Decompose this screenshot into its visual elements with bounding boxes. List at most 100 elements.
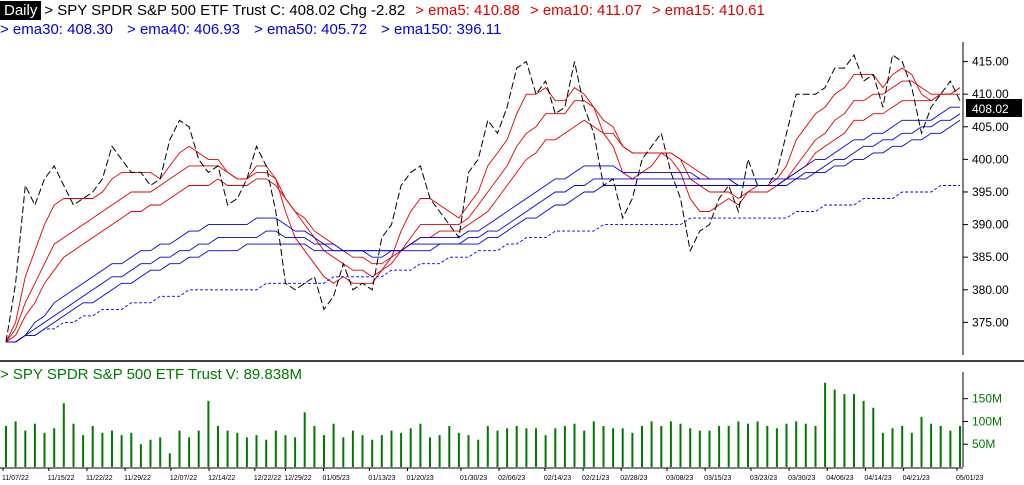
volume-bar	[188, 437, 191, 467]
date-tick-label: 02/06/23	[498, 475, 525, 482]
close-price-line	[5, 53, 961, 343]
volume-bar	[833, 389, 836, 467]
volume-bar	[111, 430, 113, 467]
volume-bar	[120, 435, 123, 467]
volume-bar	[14, 421, 17, 467]
volume-bar	[766, 426, 769, 467]
volume-bar	[24, 430, 27, 467]
ema50-line	[6, 119, 961, 343]
date-axis: 11/07/22 11/15/22 11/22/22 11/29/22 12/07/22…	[0, 467, 983, 482]
volume-bar	[101, 432, 104, 467]
price-tick-label: 405.00	[972, 120, 1009, 134]
timeframe-badge[interactable]: Daily	[0, 1, 42, 20]
volume-bar	[727, 426, 730, 467]
ema150-line	[6, 185, 960, 343]
date-tick-label: 12/14/22	[208, 475, 235, 482]
date-tick-label: 04/14/23	[864, 475, 891, 482]
volume-axis: 50M 100M 150M	[962, 372, 1002, 467]
symbol-summary: > SPY SPDR S&P 500 ETF Trust C: 408.02 C…	[44, 2, 406, 19]
price-tick-label: 400.00	[972, 152, 1009, 166]
volume-bar	[920, 416, 923, 467]
price-tick-label: 375.00	[972, 315, 1009, 329]
volume-bar	[351, 430, 354, 467]
date-tick-label: 05/01/23	[956, 475, 983, 482]
volume-bar	[5, 426, 7, 467]
ema10-line	[5, 80, 961, 343]
date-tick-label: 04/06/23	[826, 475, 853, 482]
volume-tick-label: 100M	[972, 414, 1002, 428]
volume-bar	[380, 435, 383, 467]
volume-bar	[795, 421, 798, 467]
volume-bar	[33, 423, 36, 467]
ema30-label: > ema30: 408.30	[0, 21, 114, 38]
volume-bar	[930, 423, 933, 467]
volume-bar	[274, 430, 277, 467]
volume-bar	[612, 428, 615, 467]
volume-bar	[853, 394, 855, 467]
volume-bar	[583, 430, 586, 467]
volume-bar	[544, 435, 547, 467]
volume-bar	[718, 426, 721, 467]
volume-bar	[535, 428, 537, 467]
volume-bars	[5, 382, 961, 467]
volume-bar	[342, 437, 345, 467]
price-tick-label: 385.00	[972, 250, 1009, 264]
volume-bar	[563, 426, 566, 467]
volume-bar	[419, 423, 422, 467]
volume-bar	[371, 439, 374, 467]
volume-bar	[149, 439, 152, 467]
volume-header: > SPY SPDR S&P 500 ETF Trust V: 89.838M	[0, 366, 302, 383]
date-tick-label: 03/15/23	[704, 475, 731, 482]
volume-bar	[409, 428, 412, 467]
volume-bar	[72, 423, 75, 467]
volume-bar	[323, 435, 325, 467]
price-tick-label: 410.00	[972, 87, 1009, 101]
volume-bar	[313, 426, 316, 467]
volume-bar	[448, 426, 451, 467]
volume-bar	[660, 426, 663, 467]
volume-bar	[554, 428, 557, 467]
volume-bar	[361, 435, 364, 467]
volume-bar	[236, 432, 239, 467]
volume-bar	[255, 435, 258, 467]
volume-bar	[843, 394, 846, 467]
date-tick-label: 03/30/23	[788, 475, 815, 482]
volume-bar	[592, 421, 595, 467]
volume-bar	[429, 437, 431, 467]
volume-bar	[515, 426, 518, 467]
date-tick-label: 01/13/23	[368, 475, 395, 482]
date-tick-label: 02/21/23	[582, 475, 609, 482]
volume-bar	[217, 426, 219, 467]
volume-bar	[881, 432, 884, 467]
volume-bar	[814, 426, 817, 467]
volume-bar	[82, 435, 85, 467]
volume-bar	[168, 453, 171, 467]
date-tick-label: 01/05/23	[323, 475, 350, 482]
volume-bar	[284, 435, 287, 467]
volume-tick-label: 150M	[972, 392, 1002, 406]
volume-bar	[265, 439, 268, 467]
last-price-tag-bg	[966, 99, 1022, 117]
date-tick-label: 11/15/22	[48, 475, 75, 482]
volume-bar	[303, 412, 306, 467]
volume-bar	[939, 426, 942, 467]
volume-bar	[130, 432, 133, 467]
ema50-label: > ema50: 405.72	[254, 21, 368, 38]
volume-bar	[804, 423, 807, 467]
ema15-label: > ema15: 410.61	[651, 2, 765, 19]
volume-bar	[641, 426, 643, 467]
volume-bar	[525, 428, 528, 467]
date-tick-label: 11/22/22	[86, 475, 113, 482]
last-price-tag-text: 408.02	[972, 102, 1009, 116]
volume-bar	[467, 435, 470, 467]
volume-bar	[400, 432, 403, 467]
volume-bar	[650, 421, 653, 467]
date-tick-label: 02/28/23	[620, 475, 647, 482]
header-line-2: > ema30: 408.30 > ema40: 406.93 > ema50: 4…	[0, 20, 515, 39]
header-line-1: Daily > SPY SPDR S&P 500 ETF Trust C: 408…	[0, 1, 765, 20]
ema10-label: > ema10: 411.07	[529, 2, 642, 19]
volume-bar	[737, 421, 740, 467]
volume-bar	[159, 437, 162, 467]
date-tick-label: 12/07/22	[170, 475, 197, 482]
